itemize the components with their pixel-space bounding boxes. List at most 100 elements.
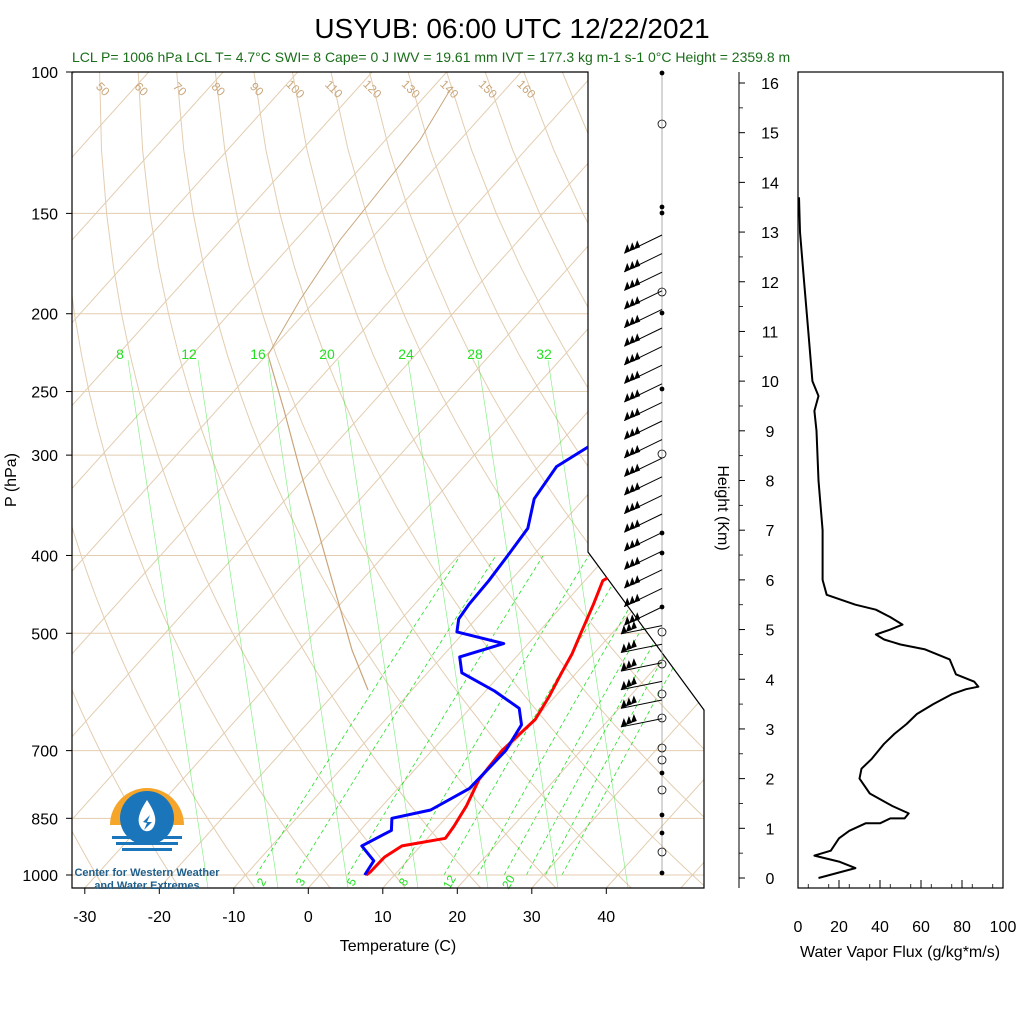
isotherm-line — [605, 72, 704, 888]
wind-barb-flag — [624, 448, 631, 458]
wind-barb-flag — [625, 678, 632, 688]
y-tick-label: 250 — [31, 385, 58, 402]
y-tick-label: 850 — [31, 811, 58, 828]
x-tick-label: 30 — [523, 909, 541, 926]
height-tick-label: 3 — [766, 722, 775, 739]
x-tick-label: -30 — [73, 909, 96, 926]
wind-level-marker — [659, 604, 665, 610]
wind-barb-flag — [625, 660, 632, 670]
wind-barb-flag — [634, 463, 641, 473]
dry-adiabat-label: 50 — [93, 79, 113, 99]
dry-adiabat-label: 100 — [283, 77, 307, 101]
height-tick-label: 8 — [766, 474, 775, 491]
wind-barb-flag — [629, 446, 636, 456]
wind-level-marker — [659, 70, 665, 76]
wind-barb — [620, 718, 663, 728]
wind-level-marker — [657, 119, 667, 129]
temperature-line — [365, 212, 704, 877]
wind-level-marker — [659, 386, 665, 392]
isotherm-line — [755, 72, 1024, 888]
wind-barb-flag — [624, 281, 631, 291]
wind-barb-flag — [630, 658, 637, 668]
mixing-ratio-line — [397, 555, 590, 876]
flux-frame — [797, 71, 1004, 889]
wind-barb-flag — [625, 641, 632, 651]
dry-adiabat-line — [407, 72, 704, 888]
wind-barb-flag — [624, 597, 631, 607]
wind-barb-flag — [629, 391, 636, 401]
dry-adiabat-line — [369, 72, 704, 888]
wind-barb-flag — [634, 258, 641, 268]
wind-barb-flag — [634, 370, 641, 380]
mixing-ratio-label-lower: 12 — [440, 872, 459, 891]
isotherm-line — [456, 72, 704, 888]
height-axis-label: Height (Km) — [714, 465, 731, 550]
height-tick-label: 10 — [761, 374, 779, 391]
wind-level-marker — [659, 204, 665, 210]
dry-adiabat-line — [446, 72, 704, 888]
dry-adiabat-line — [137, 72, 485, 888]
isotherm-line — [72, 72, 299, 888]
mixing-ratio-line — [561, 555, 704, 876]
wind-barb-flag — [620, 643, 627, 653]
flux-x-tick-label: 100 — [990, 919, 1017, 936]
wind-barb-flag — [629, 409, 636, 419]
wind-barb-flag — [624, 355, 631, 365]
wind-barb-flag — [629, 260, 636, 270]
wind-barb — [620, 625, 663, 635]
wind-barb-flag — [630, 713, 637, 723]
wind-level-marker — [657, 785, 667, 795]
pressure-grid — [72, 71, 704, 876]
mixing-ratio-line — [295, 555, 497, 876]
height-tick-label: 16 — [761, 76, 779, 93]
wind-level-marker — [657, 627, 667, 637]
wind-barb-flag — [629, 372, 636, 382]
wind-barb-flag — [634, 426, 641, 436]
dry-adiabat-line — [484, 72, 704, 888]
dry-adiabat-label: 130 — [399, 77, 423, 101]
mixing-ratio-label-lower: 5 — [344, 875, 360, 888]
wind-barb-flag — [624, 300, 631, 310]
wind-barb-flag — [624, 523, 631, 533]
height-tick-label: 12 — [761, 275, 779, 292]
wind-barb-flag — [630, 676, 637, 686]
wind-level-marker — [659, 210, 665, 216]
height-tick-label: 11 — [762, 324, 779, 341]
x-tick-label: 20 — [448, 909, 466, 926]
height-tick-label: 13 — [761, 225, 779, 242]
wind-barb-flag — [630, 620, 637, 630]
wind-barb-flag — [629, 279, 636, 289]
wind-barb-flag — [629, 502, 636, 512]
wind-barb-flag — [629, 353, 636, 363]
wind-level-marker — [657, 713, 667, 723]
wind-barb-flag — [629, 465, 636, 475]
wind-barb-flag — [634, 296, 641, 306]
height-tick-label: 0 — [766, 871, 775, 888]
mixing-ratio-label: 16 — [250, 346, 266, 362]
mixing-ratio-label: 20 — [319, 346, 335, 362]
wind-level-marker — [657, 743, 667, 753]
wind-barb-flag — [624, 411, 631, 421]
height-tick-label: 7 — [766, 523, 775, 540]
wind-barb-flag — [624, 374, 631, 384]
height-tick-label: 1 — [766, 821, 775, 838]
wind-barb-flag — [624, 541, 631, 551]
wind-level-marker — [657, 659, 667, 669]
y-tick-label: 400 — [31, 548, 58, 565]
wind-barb-flag — [629, 484, 636, 494]
dry-adiabat-line — [72, 72, 183, 888]
wind-level-marker — [659, 812, 665, 818]
wind-barb-flag — [624, 244, 631, 254]
height-tick-label: 15 — [761, 126, 779, 143]
logo-drop-icon — [138, 800, 156, 832]
mixing-ratio-label-lower: 3 — [293, 875, 309, 888]
wind-level-marker — [657, 755, 667, 765]
isotherm-line — [307, 72, 704, 888]
mixing-ratio-line — [347, 555, 544, 876]
dry-adiabat-label: 140 — [437, 77, 461, 101]
wind-barb-flag — [624, 486, 631, 496]
mixing-ratio-line — [526, 555, 704, 876]
wind-barb-flag — [624, 560, 631, 570]
